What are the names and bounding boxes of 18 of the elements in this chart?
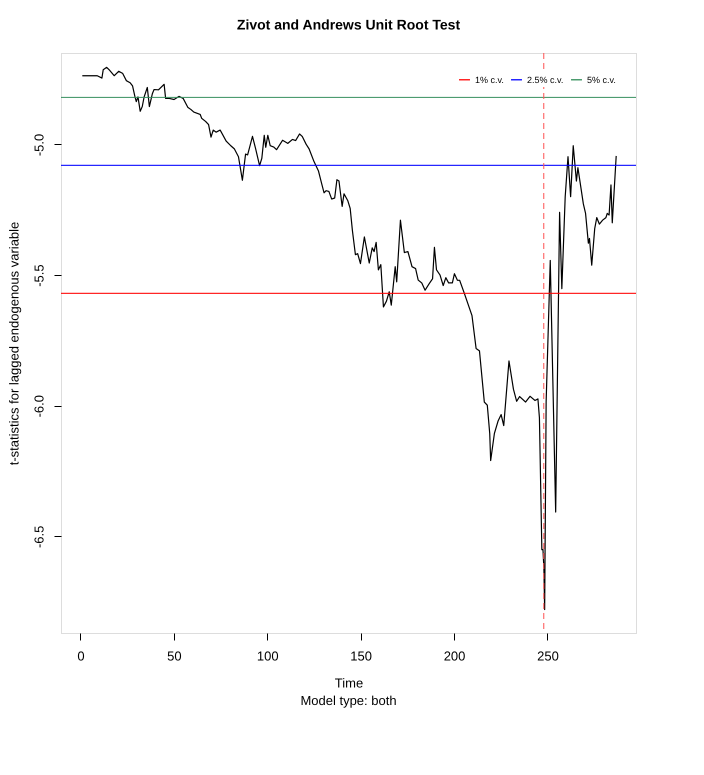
x-tick-label: 100 [256,648,279,664]
x-tick-label: 250 [537,648,559,664]
y-tick-label: -5.0 [32,134,46,156]
line-series [82,66,617,610]
x-tick-label: 50 [167,648,182,664]
x-tick-label: 150 [350,648,372,664]
y-axis-title: t-statistics for lagged endogenous variable [6,222,22,466]
chart-title: Zivot and Andrews Unit Root Test [236,16,460,32]
x-tick-label: 200 [444,648,466,664]
legend-label: 1% c.v. [475,74,504,85]
x-axis-title: Time [334,676,364,690]
legend-label: 2.5% c.v. [527,74,564,85]
y-tick-label: -6.0 [32,395,46,418]
y-tick-label: -5.5 [32,264,46,287]
x-tick-label: 0 [77,648,85,664]
legend-label: 5% c.v. [587,74,616,85]
y-tick-label: -6.5 [32,526,46,548]
text: Model type: both [300,693,397,708]
